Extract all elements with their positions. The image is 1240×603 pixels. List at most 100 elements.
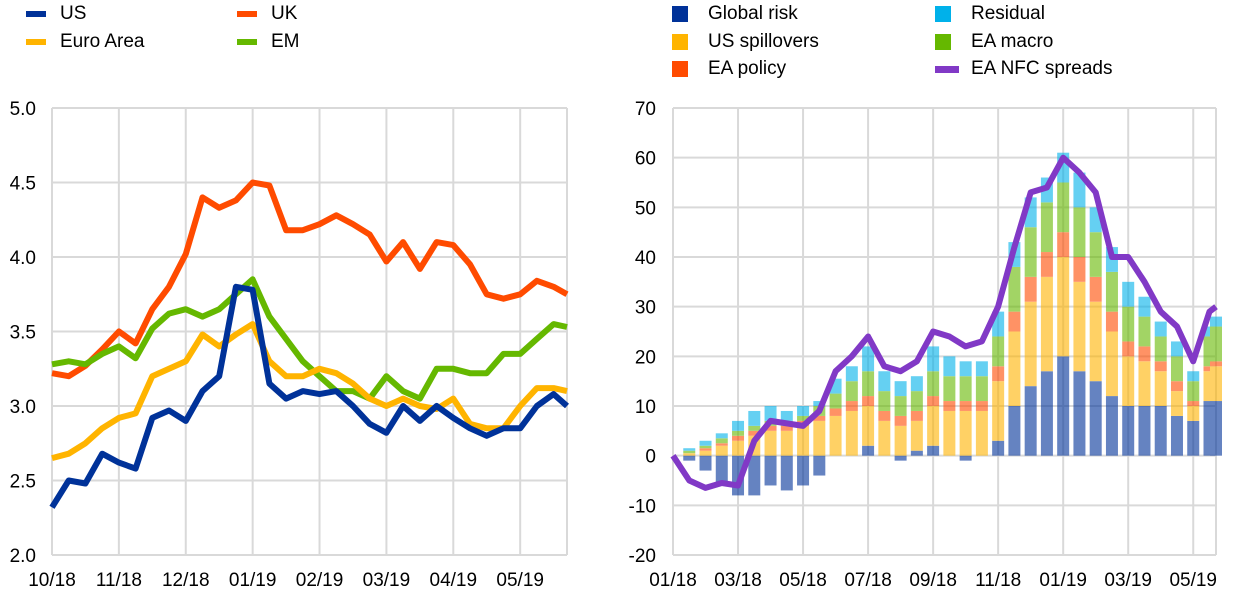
bar-global-risk — [748, 455, 761, 496]
bar-global-risk — [910, 450, 923, 456]
bar-ea-macro — [1073, 207, 1086, 257]
legend-label-ea-nfc-spreads: EA NFC spreads — [971, 58, 1113, 79]
x-tick-label: 01/19 — [1039, 570, 1087, 591]
legend-swatch-uk — [237, 11, 257, 17]
x-tick-label: 10/18 — [28, 570, 76, 591]
y-tick-label: 4.5 — [10, 174, 36, 195]
chart-0-axes: 2.0 2.5 3.0 3.5 4.0 4.5 5.0 10/18 11/18 12/18 01/1… — [10, 99, 568, 591]
bar-us-spillovers — [780, 430, 793, 456]
legend-swatch-residual — [935, 6, 951, 22]
y-tick-label: 2.5 — [10, 472, 36, 493]
y-tick-label: 0 — [645, 447, 656, 468]
bar-residual — [797, 406, 810, 416]
bar-ea-policy — [1122, 341, 1135, 357]
bar-residual — [683, 448, 696, 451]
bar-ea-policy — [943, 401, 956, 411]
bar-residual — [1203, 326, 1216, 337]
bar-global-risk — [1210, 401, 1222, 456]
bar-residual — [894, 381, 907, 397]
legend-swatch-global-risk — [672, 6, 688, 22]
bar-ea-macro — [683, 450, 696, 454]
bar-residual — [1187, 371, 1200, 382]
bar-us-spillovers — [829, 415, 842, 456]
bar-ea-policy — [894, 415, 907, 426]
bar-global-risk — [1154, 406, 1167, 456]
bar-ea-policy — [1210, 361, 1222, 367]
y-tick-label: 2.0 — [10, 546, 36, 567]
x-tick-label: 05/19 — [496, 570, 544, 591]
bar-ea-policy — [780, 425, 793, 431]
bar-ea-policy — [764, 425, 777, 431]
bar-ea-macro — [1105, 271, 1118, 312]
x-tick-label: 01/19 — [229, 570, 277, 591]
bar-global-risk — [927, 445, 940, 456]
bar-global-risk — [1008, 406, 1021, 456]
bar-ea-macro — [829, 393, 842, 409]
bar-residual — [732, 420, 745, 431]
x-tick-label: 05/19 — [1169, 570, 1217, 591]
bar-ea-macro — [943, 376, 956, 402]
y-tick-label: 50 — [635, 198, 656, 219]
legend-label-global-risk: Global risk — [708, 3, 798, 24]
bar-ea-macro — [715, 438, 728, 444]
bar-us-spillovers — [1008, 331, 1021, 406]
x-tick-label: 11/18 — [975, 570, 1021, 591]
bar-global-risk — [1170, 415, 1183, 456]
legend-swatch-us-spillovers — [672, 34, 688, 50]
bar-global-risk — [992, 440, 1005, 456]
bar-global-risk — [683, 455, 696, 461]
bar-ea-policy — [732, 435, 745, 441]
bar-ea-policy — [975, 401, 988, 411]
bar-us-spillovers — [1057, 257, 1070, 357]
y-tick-label: -10 — [629, 496, 656, 517]
legend-label-ea-policy: EA policy — [708, 58, 787, 79]
bar-residual — [845, 366, 858, 382]
bar-us-spillovers — [1040, 276, 1053, 372]
bar-ea-macro — [894, 396, 907, 416]
bar-ea-macro — [1210, 326, 1222, 362]
y-tick-label: 4.0 — [10, 248, 36, 269]
bar-residual — [1122, 281, 1135, 307]
bar-ea-macro — [845, 381, 858, 402]
bar-global-risk — [862, 445, 875, 456]
bar-ea-policy — [878, 410, 891, 421]
bar-ea-policy — [927, 396, 940, 406]
bar-ea-policy — [910, 410, 923, 421]
bar-ea-macro — [1024, 227, 1037, 277]
series-line-us — [49, 283, 569, 509]
series-line-em — [51, 276, 568, 402]
bar-us-spillovers — [699, 450, 712, 456]
bar-us-spillovers — [992, 381, 1005, 441]
bar-ea-policy — [1170, 381, 1183, 392]
bar-ea-policy — [845, 401, 858, 411]
legend-item-uk: UK — [237, 3, 297, 25]
legend-item-ea-nfc-spreads: EA NFC spreads — [935, 58, 1113, 80]
x-tick-label: 03/19 — [1104, 570, 1152, 591]
legend-swatch-ea-policy — [672, 61, 688, 77]
legend-label-residual: Residual — [971, 3, 1045, 24]
y-tick-label: 3.5 — [10, 323, 36, 344]
bar-residual — [943, 356, 956, 377]
x-tick-label: 07/18 — [844, 570, 892, 591]
bar-ea-policy — [959, 401, 972, 411]
legend-swatch-us — [26, 11, 46, 17]
y-tick-label: 20 — [635, 347, 656, 368]
bar-us-spillovers — [862, 406, 875, 446]
y-tick-label: 3.0 — [10, 397, 36, 418]
x-tick-label: 05/18 — [779, 570, 827, 591]
bar-us-spillovers — [894, 425, 907, 456]
bar-global-risk — [894, 455, 907, 461]
bar-us-spillovers — [1122, 356, 1135, 406]
bar-residual — [1154, 321, 1167, 337]
legend-swatch-euro-area — [26, 39, 46, 45]
bar-us-spillovers — [1089, 301, 1102, 382]
legend-label-euro-area: Euro Area — [60, 31, 145, 52]
bar-ea-macro — [1138, 316, 1151, 347]
bar-us-spillovers — [1138, 361, 1151, 406]
bar-ea-policy — [829, 408, 842, 416]
x-tick-label: 11/18 — [96, 570, 142, 591]
bar-us-spillovers — [1105, 331, 1118, 397]
bar-residual — [699, 440, 712, 446]
bar-ea-macro — [1122, 306, 1135, 342]
legend-item-global-risk: Global risk — [672, 3, 798, 25]
